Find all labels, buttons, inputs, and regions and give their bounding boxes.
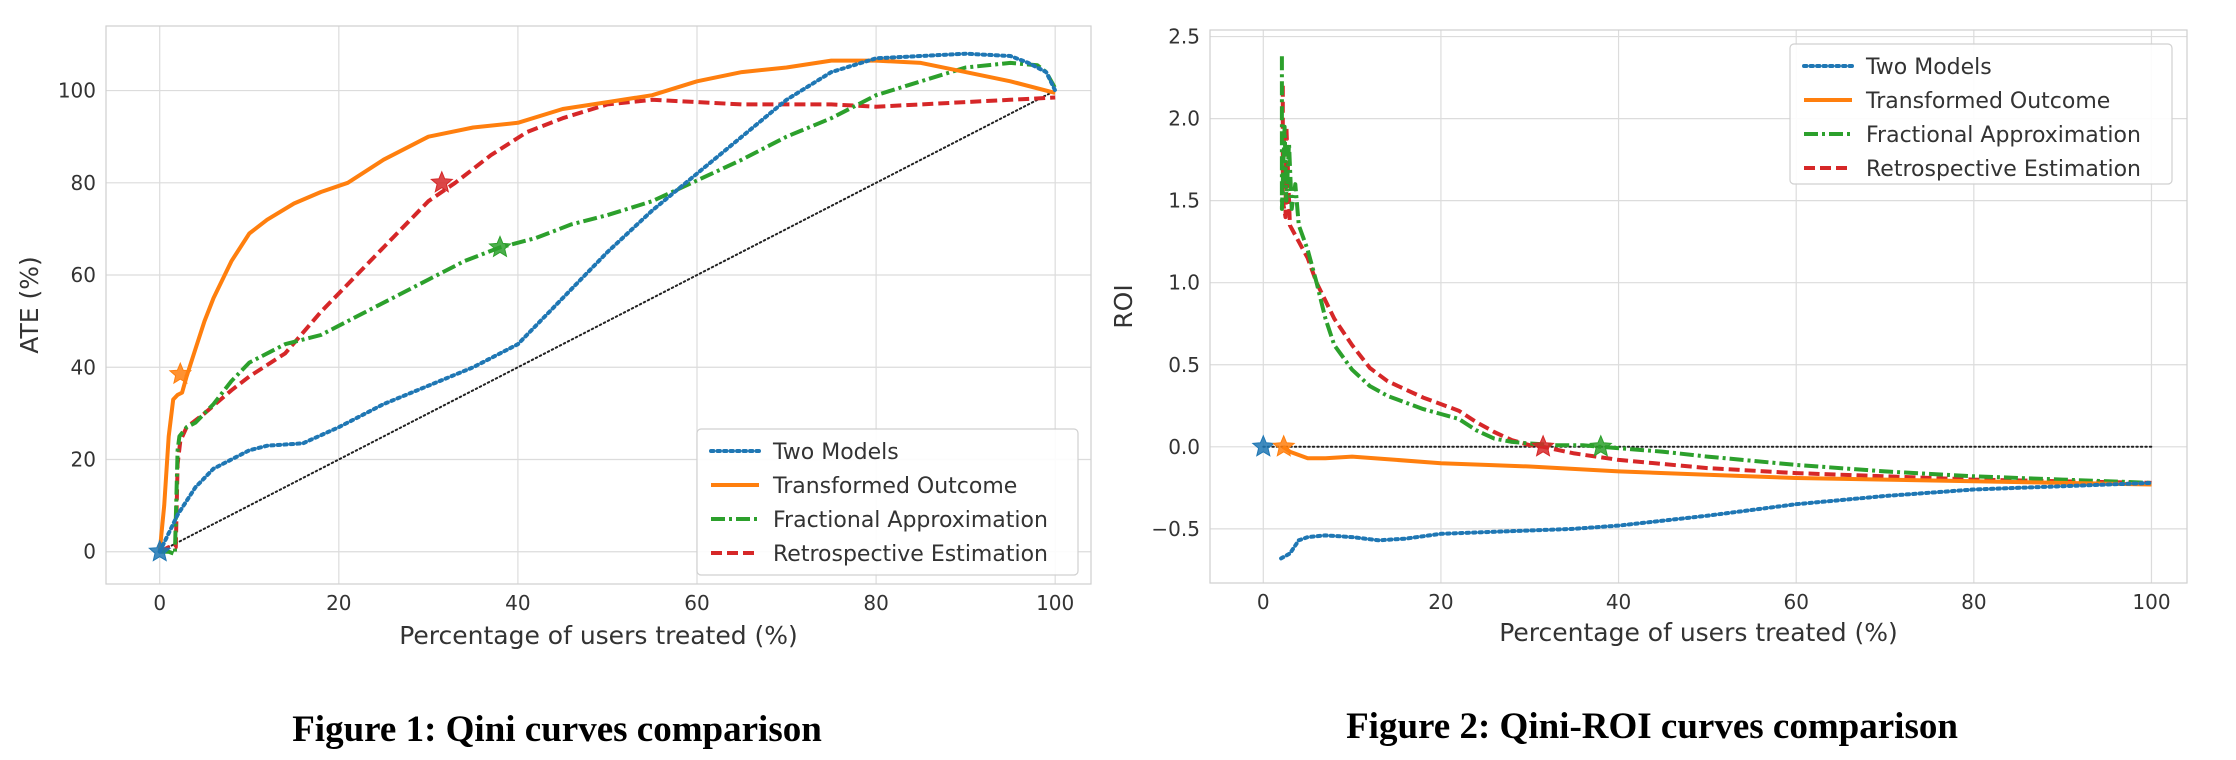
series-line-transformed-outcome bbox=[1281, 445, 2152, 487]
y-tick-label: 0.5 bbox=[1168, 353, 1200, 377]
star-marker-fractional-approximation bbox=[1589, 434, 1613, 457]
x-tick-label: 20 bbox=[326, 591, 351, 615]
y-tick-label: −0.5 bbox=[1151, 517, 1200, 541]
series-line-transformed-outcome bbox=[157, 58, 1056, 552]
qini-curves-chart: 0 20 40 60 80 100 0 20 40 60 80 100 Percentage of us… bbox=[15, 25, 1092, 650]
star-marker-transformed-outcome bbox=[168, 361, 193, 385]
figure-1-caption: Figure 1: Qini curves comparison bbox=[292, 709, 822, 750]
series-line-retrospective-estimation bbox=[158, 95, 1056, 554]
x-tick-label: 100 bbox=[1036, 591, 1074, 615]
legend-label: Retrospective Estimation bbox=[1866, 157, 2141, 182]
star-marker-retrospective-estimation bbox=[430, 170, 454, 193]
y-tick-label: 0 bbox=[83, 540, 96, 564]
series-line-two-models bbox=[157, 51, 1058, 554]
legend-box bbox=[1789, 43, 2173, 185]
y-tick-label: 1.5 bbox=[1168, 189, 1200, 213]
y-tick-label: 40 bbox=[71, 355, 96, 379]
y-axis-label: ROI bbox=[1109, 284, 1138, 328]
y-axis-label: ATE (%) bbox=[15, 256, 44, 353]
y-tick-label: 1.0 bbox=[1168, 271, 1200, 295]
legend: Two Models Transformed Outcome Fractional … bbox=[1789, 43, 2173, 185]
x-tick-label: 60 bbox=[684, 591, 709, 615]
qini-roi-curves-chart: 0 20 40 60 80 100 −0.5 0.0 0.5 1.0 1.5 2.0 2.5 Percen… bbox=[1109, 25, 2188, 647]
legend-label: Two Models bbox=[772, 440, 899, 465]
star-marker-retrospective-estimation bbox=[1531, 434, 1555, 457]
star-marker-two-models bbox=[148, 539, 172, 562]
legend-label: Two Models bbox=[1865, 55, 1992, 80]
y-tick-label: 80 bbox=[71, 171, 96, 195]
y-tick-label: 2.5 bbox=[1168, 25, 1200, 49]
series-line-retrospective-estimation bbox=[1280, 85, 2152, 485]
x-tick-label: 60 bbox=[1783, 590, 1808, 614]
series-line-fractional-approximation bbox=[1279, 56, 2152, 485]
y-tick-label: 60 bbox=[71, 263, 96, 287]
legend-box bbox=[696, 428, 1079, 576]
star-marker-two-models bbox=[1251, 434, 1276, 457]
y-tick-label: 0.0 bbox=[1168, 435, 1200, 459]
figure-2-caption: Figure 2: Qini-ROI curves comparison bbox=[1346, 706, 1958, 747]
y-tick-label: 20 bbox=[71, 447, 96, 471]
legend-label: Transformed Outcome bbox=[772, 474, 1017, 499]
x-tick-label: 80 bbox=[863, 591, 888, 615]
legend: Two Models Transformed Outcome Fractional … bbox=[696, 428, 1079, 576]
legend-label: Fractional Approximation bbox=[773, 508, 1048, 533]
y-tick-label: 2.0 bbox=[1168, 107, 1200, 131]
legend-label: Retrospective Estimation bbox=[773, 542, 1048, 567]
plot-frame bbox=[1209, 29, 2188, 584]
legend-label: Transformed Outcome bbox=[1865, 89, 2110, 114]
series-line-two-models bbox=[1279, 480, 2154, 561]
x-axis-label: Percentage of users treated (%) bbox=[399, 621, 798, 650]
star-marker-transformed-outcome bbox=[1272, 434, 1296, 457]
x-tick-label: 40 bbox=[1606, 590, 1631, 614]
x-tick-label: 40 bbox=[505, 591, 530, 615]
series-line-fractional-approximation bbox=[159, 60, 1057, 556]
plot-frame bbox=[105, 25, 1092, 585]
x-tick-label: 0 bbox=[153, 591, 166, 615]
star-marker-fractional-approximation bbox=[488, 235, 512, 258]
series-line-reference-line bbox=[158, 89, 1057, 553]
x-tick-label: 100 bbox=[2132, 590, 2170, 614]
legend-label: Fractional Approximation bbox=[1866, 123, 2141, 148]
y-tick-label: 100 bbox=[58, 79, 96, 103]
x-tick-label: 20 bbox=[1428, 590, 1453, 614]
x-tick-label: 0 bbox=[1257, 590, 1270, 614]
x-axis-label: Percentage of users treated (%) bbox=[1499, 618, 1898, 647]
x-tick-label: 80 bbox=[1961, 590, 1986, 614]
